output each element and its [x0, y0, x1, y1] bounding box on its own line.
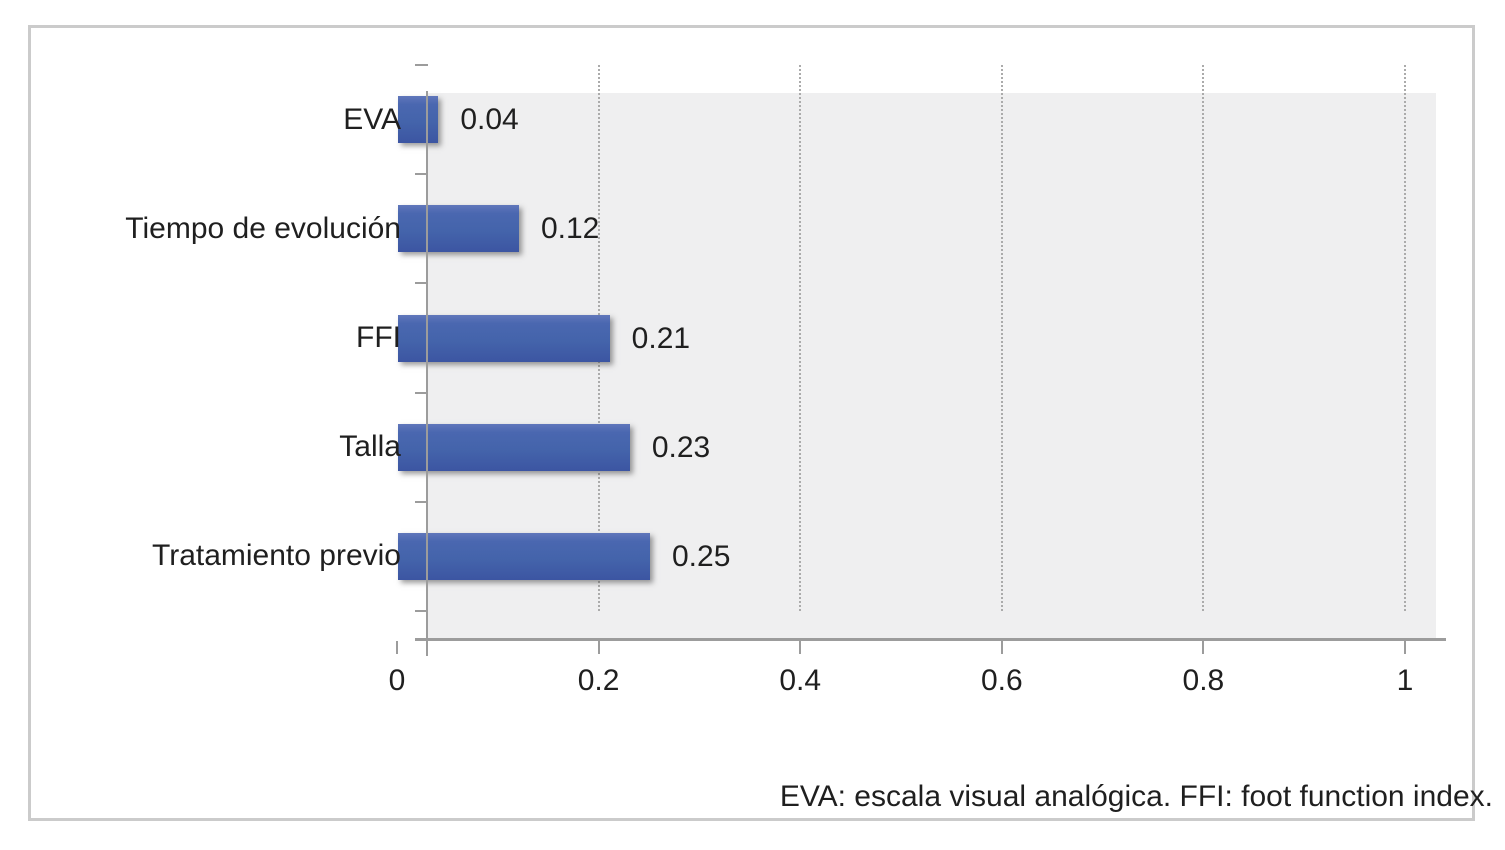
figure-frame: 0 0.2 0.4 0.6 0.8 1 0.04 EVA 0.12 Tiempo de evolu…	[28, 25, 1493, 821]
category-label: Tratamiento previo	[152, 539, 401, 573]
x-axis-tick	[799, 641, 802, 654]
x-axis-tick	[597, 641, 600, 654]
x-axis-tick	[1000, 641, 1003, 654]
x-tick-label: 0	[388, 664, 406, 697]
y-axis-tick	[415, 282, 428, 285]
x-axis-tick	[396, 641, 398, 654]
x-axis-tick	[1404, 641, 1406, 654]
x-tick-label: 0.4	[779, 664, 822, 697]
x-tick-label: 0.6	[980, 664, 1023, 697]
bar-value-label: 0.12	[540, 212, 600, 246]
y-axis-line	[426, 91, 428, 656]
x-gridline	[1000, 65, 1003, 611]
y-axis-tick	[415, 173, 428, 176]
x-tick-label: 1	[1396, 664, 1414, 697]
x-tick-label: 0.2	[577, 664, 620, 697]
bar-tratamiento-previo	[398, 532, 650, 580]
bar-value-label: 0.21	[631, 321, 691, 355]
y-axis-tick	[415, 610, 428, 612]
category-label: EVA	[343, 102, 401, 136]
category-label: Talla	[339, 430, 401, 464]
x-gridline	[1202, 65, 1205, 611]
y-axis-tick	[415, 391, 428, 394]
x-axis-tick	[1202, 641, 1205, 654]
x-tick-label: 0.8	[1182, 664, 1225, 697]
bar-value-label: 0.23	[651, 430, 711, 464]
bar-talla	[398, 423, 630, 471]
y-axis-tick	[415, 500, 428, 503]
bar-ffi	[398, 314, 610, 362]
bar-eva	[398, 96, 439, 144]
x-gridline	[1404, 65, 1406, 611]
x-gridline	[799, 65, 802, 611]
category-label: Tiempo de evolución	[125, 211, 401, 245]
bar-tiempo-de-evoluci-n	[398, 205, 519, 253]
y-axis-tick	[415, 64, 428, 66]
footnote: EVA: escala visual analógica. FFI: foot …	[779, 780, 1493, 813]
x-axis-line	[415, 638, 1446, 641]
bar-value-label: 0.25	[672, 539, 731, 573]
bar-value-label: 0.04	[460, 103, 519, 137]
category-label: FFI	[356, 321, 401, 354]
